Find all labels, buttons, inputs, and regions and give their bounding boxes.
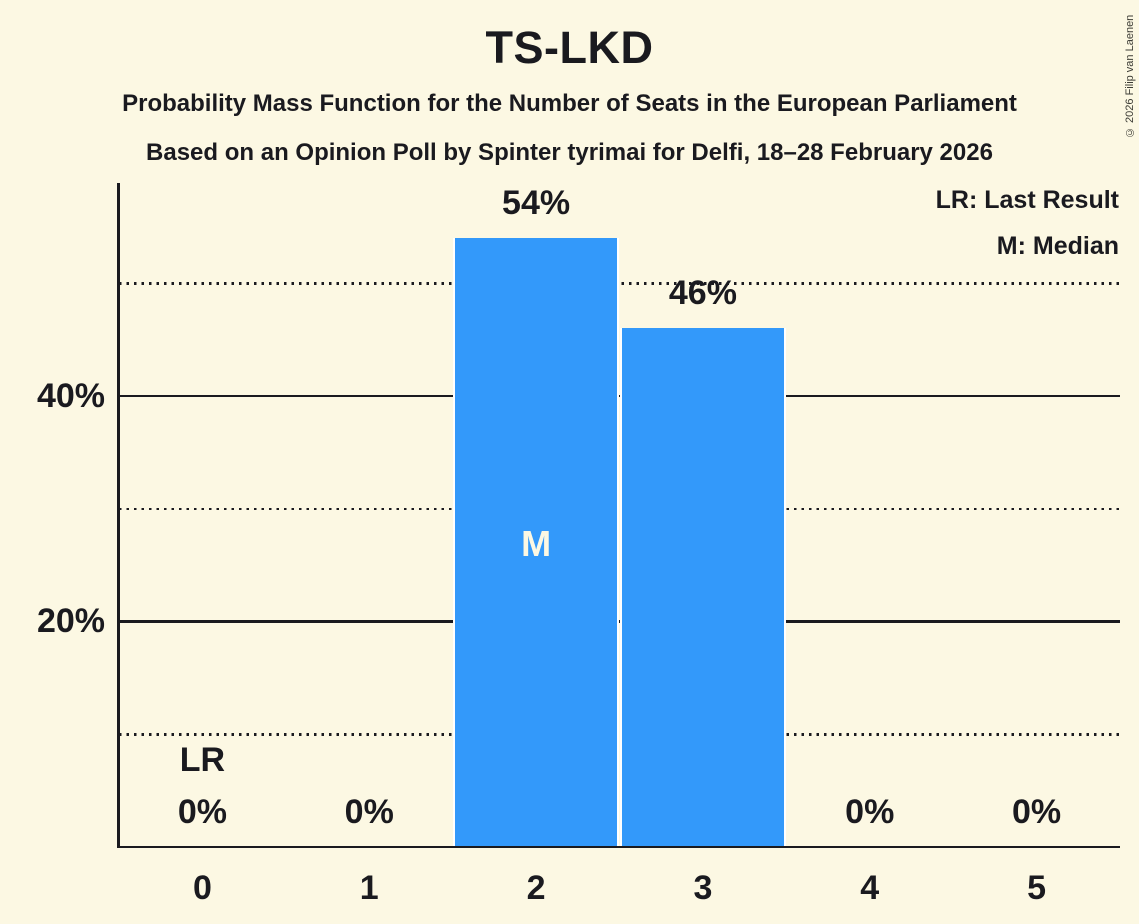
gridline-dotted-50pct (119, 282, 1120, 285)
x-axis-label-seats-0: 0 (192, 869, 212, 907)
bar-value-label-seats-1: 0% (344, 793, 394, 831)
chart-subtitle-line-1: Probability Mass Function for the Number… (122, 90, 1017, 117)
x-axis-line (117, 845, 1120, 848)
x-axis-label-seats-2: 2 (526, 869, 546, 907)
y-axis-label-20%: 20% (36, 602, 105, 641)
legend-median: M: Median (996, 232, 1119, 260)
bar-value-label-seats-4: 0% (845, 793, 895, 831)
bar-value-label-seats-3: 46% (668, 274, 737, 313)
x-axis-label-seats-5: 5 (1027, 869, 1047, 907)
x-axis-label-seats-3: 3 (693, 869, 713, 907)
copyright-notice: © 2026 Filip van Laenen (1124, 14, 1136, 138)
y-axis-line (117, 183, 120, 848)
bar-seats-3 (619, 328, 787, 847)
last-result-marker: LR (179, 741, 226, 779)
bar-value-label-seats-2: 54% (502, 183, 571, 222)
bar-seats-2 (452, 237, 620, 847)
chart-subtitle-line-2: Based on an Opinion Poll by Spinter tyri… (146, 139, 993, 166)
page-title: TS-LKD (485, 22, 654, 73)
median-marker: M (521, 523, 552, 565)
legend-last-result: LR: Last Result (935, 186, 1119, 214)
y-axis-label-40%: 40% (36, 376, 105, 415)
x-axis-label-seats-1: 1 (359, 869, 379, 907)
bar-value-label-seats-0: 0% (177, 793, 227, 831)
x-axis-label-seats-4: 4 (860, 869, 880, 907)
bar-value-label-seats-5: 0% (1012, 793, 1062, 831)
